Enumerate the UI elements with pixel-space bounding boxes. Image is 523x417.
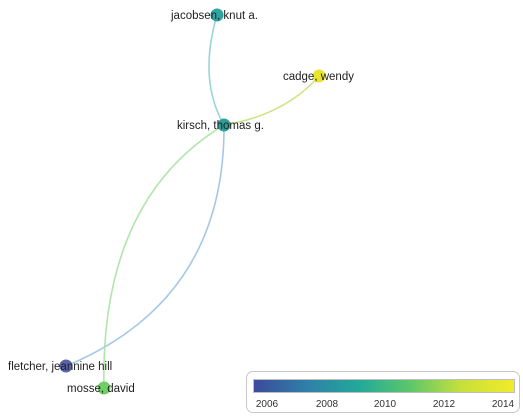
link-kirsch-cadge [223, 75, 320, 126]
links-layer [65, 14, 320, 389]
labels-layer: jacobsen, knut a. cadge, wendy kirsch, tho… [8, 10, 354, 395]
legend-tick-2008: 2008 [315, 399, 339, 410]
node-cadge[interactable] [312, 69, 326, 83]
link-jacobsen-kirsch [208, 14, 225, 126]
nodes-layer [59, 8, 326, 395]
node-label-jacobsen[interactable]: jacobsen, knut a. [170, 10, 258, 22]
node-label-mosse[interactable]: mosse, david [67, 383, 135, 395]
node-label-fletcher[interactable]: fletcher, jeannine hill [8, 361, 112, 373]
link-kirsch-mosse [103, 124, 225, 389]
node-mosse[interactable] [97, 381, 111, 395]
node-label-cadge[interactable]: cadge, wendy [283, 71, 354, 83]
year-color-legend: 2006 2008 2010 2012 2014 [246, 371, 520, 413]
legend-tick-2012: 2012 [432, 399, 456, 410]
legend-tick-2014: 2014 [491, 399, 515, 410]
node-kirsch[interactable] [217, 118, 231, 132]
link-kirsch-fletcher [65, 124, 225, 367]
legend-tick-2006: 2006 [255, 399, 279, 410]
node-jacobsen[interactable] [210, 8, 224, 22]
node-fletcher[interactable] [59, 359, 73, 373]
legend-tick-2010: 2010 [373, 399, 397, 410]
node-label-kirsch[interactable]: kirsch, thomas g. [177, 120, 264, 132]
legend-gradient-bar [253, 379, 515, 393]
